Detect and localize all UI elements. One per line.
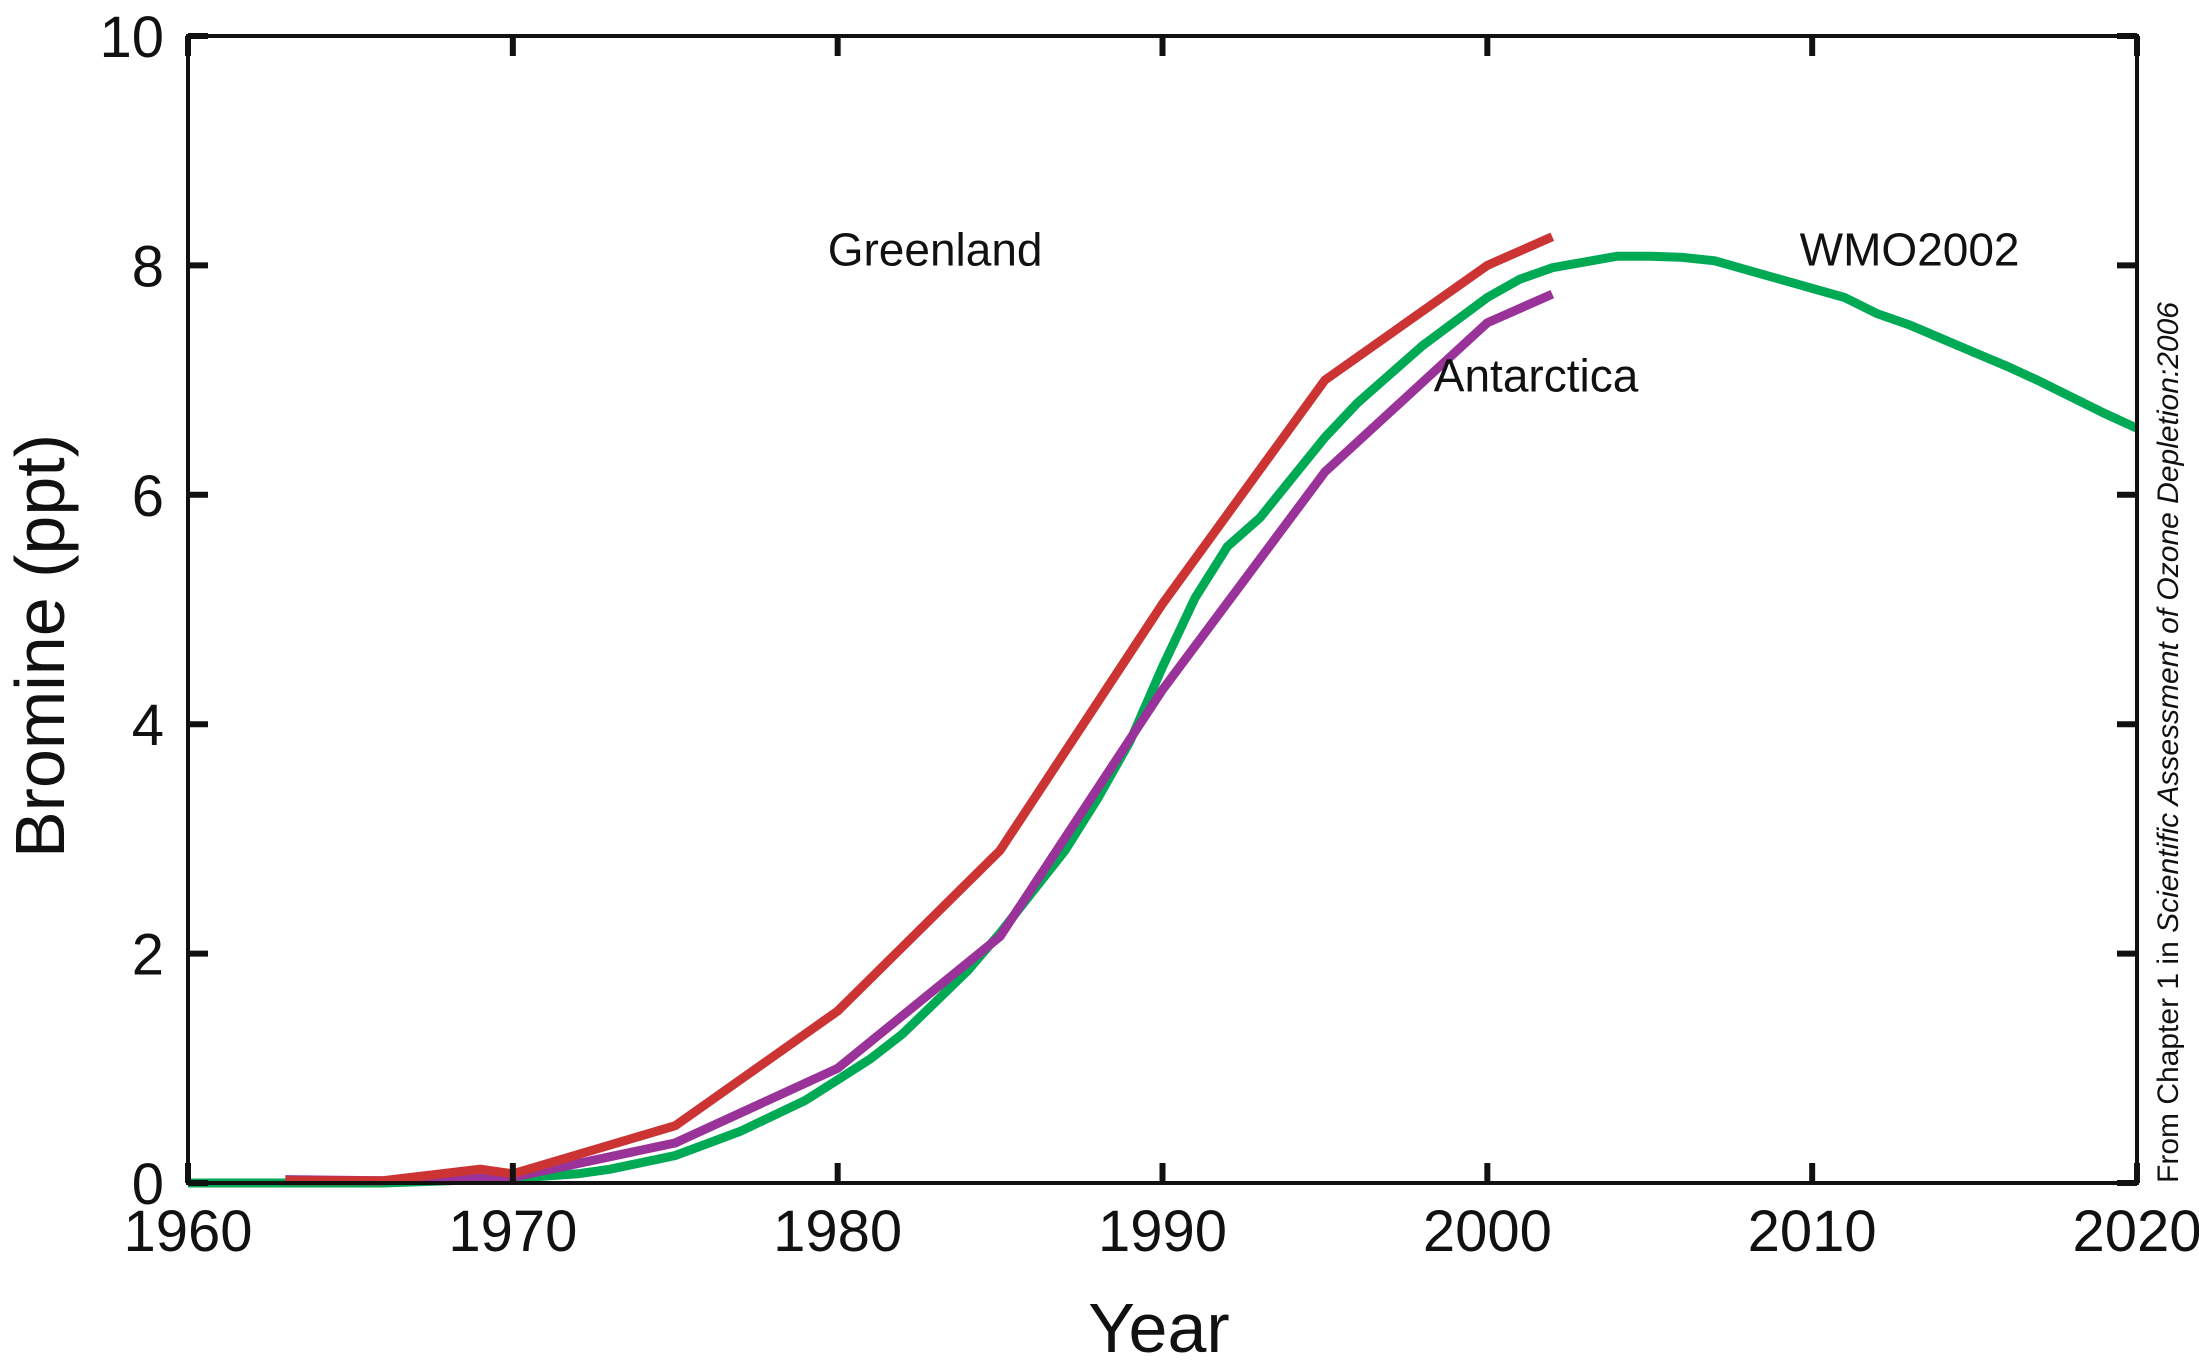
source-note-prefix: From Chapter 1 in <box>2152 933 2185 1183</box>
x-tick-label: 1980 <box>773 1199 902 1264</box>
series-line-antarctica <box>285 289 1555 1186</box>
x-tick-label: 2020 <box>2072 1199 2199 1264</box>
y-tick-label: 0 <box>132 1152 164 1217</box>
x-tick-label: 2000 <box>1423 1199 1552 1264</box>
x-tick-label: 1990 <box>1098 1199 1227 1264</box>
x-tick-label: 2010 <box>1748 1199 1877 1264</box>
source-note: From Chapter 1 in Scientific Assessment … <box>2152 302 2185 1183</box>
x-axis-title: Year <box>1088 1289 1229 1367</box>
y-tick-label: 6 <box>132 464 164 529</box>
source-note-title: Scientific Assessment of Ozone Depletion… <box>2152 302 2185 933</box>
series-line-wmo2002 <box>188 251 2139 1188</box>
x-tick-label: 1960 <box>123 1199 252 1264</box>
series-label-greenland: Greenland <box>828 223 1043 275</box>
labels-layer: 1960 1970 1980 1990 2000 2010 2020 0 2 4 6 8 10 Green… <box>99 5 2199 1264</box>
y-tick-label: 8 <box>132 234 164 299</box>
series-label-wmo2002: WMO2002 <box>1800 223 2020 275</box>
y-axis-title: Bromine (ppt) <box>1 434 79 858</box>
series-label-antarctica: Antarctica <box>1434 350 1639 402</box>
x-tick-label: 1970 <box>448 1199 577 1264</box>
y-tick-label: 4 <box>132 693 164 758</box>
y-tick-label: 10 <box>99 5 164 70</box>
ticks-layer <box>185 33 2140 1186</box>
series-layer <box>188 232 2139 1188</box>
y-tick-label: 2 <box>132 923 164 988</box>
series-line-greenland <box>285 232 1555 1186</box>
